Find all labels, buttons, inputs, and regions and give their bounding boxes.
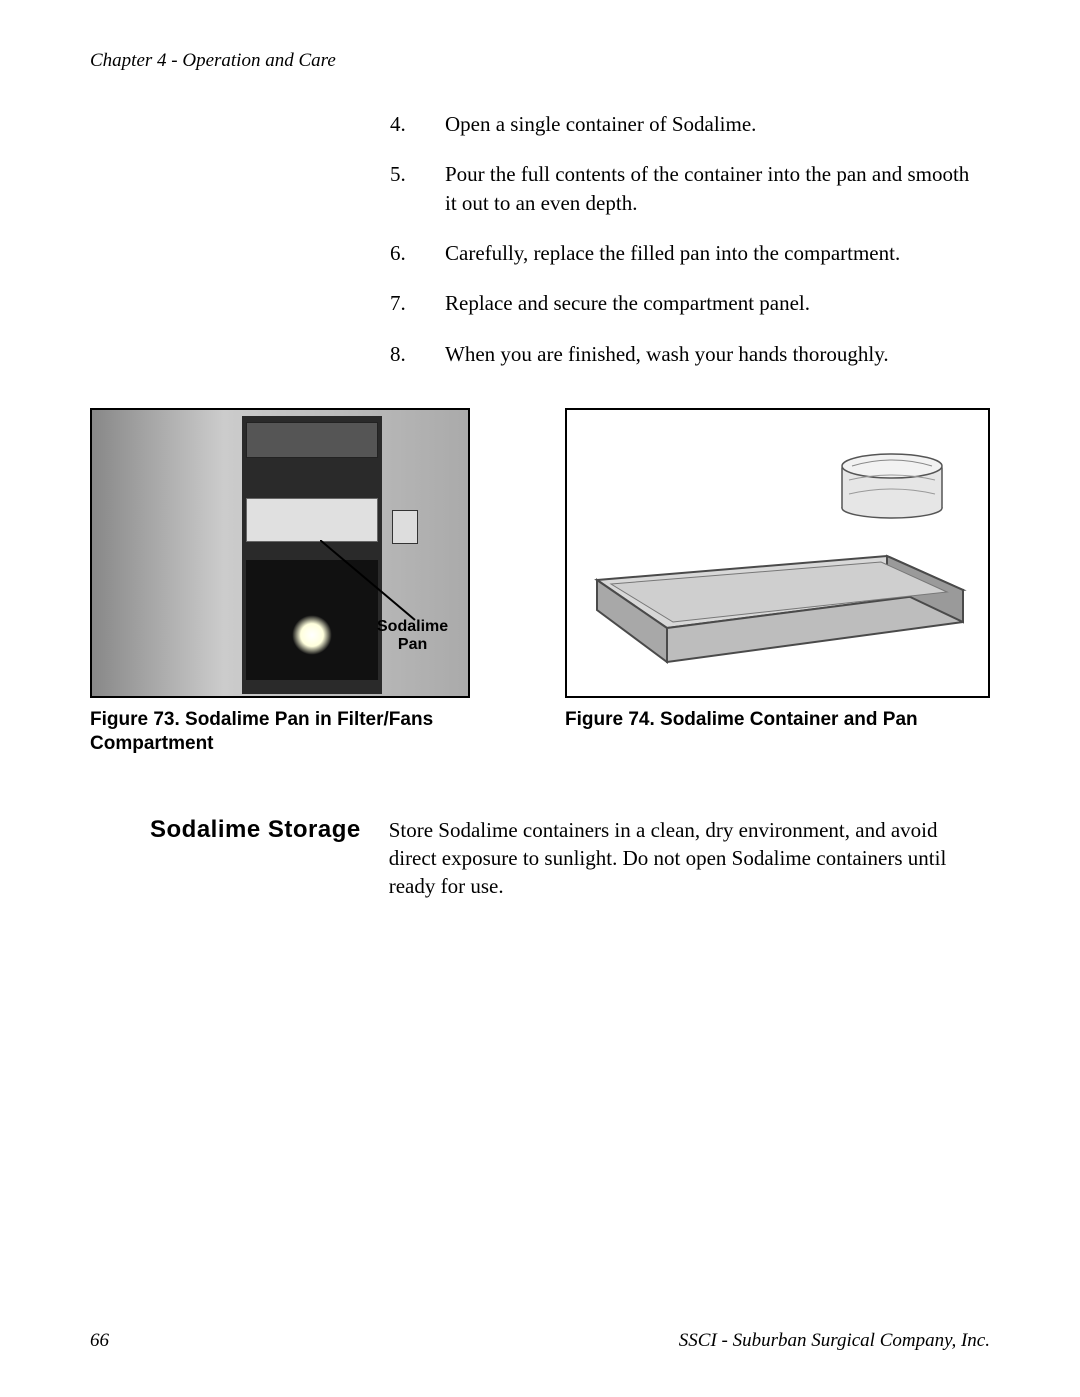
sodalime-pan-shape — [246, 498, 378, 542]
step-number: 7. — [390, 289, 445, 317]
step-number: 5. — [390, 160, 445, 217]
page-footer: 66 SSCI - Suburban Surgical Company, Inc… — [90, 1330, 990, 1352]
footer-org: SSCI - Suburban Surgical Company, Inc. — [679, 1330, 990, 1352]
step-text: Carefully, replace the filled pan into t… — [445, 239, 990, 267]
figure-74-caption: Figure 74. Sodalime Container and Pan — [565, 708, 990, 732]
step-text: Pour the full contents of the container … — [445, 160, 990, 217]
page-number: 66 — [90, 1330, 109, 1352]
steps-list: 4. Open a single container of Sodalime. … — [390, 110, 990, 368]
section-body: Store Sodalime containers in a clean, dr… — [389, 816, 990, 901]
figure-73-image: Sodalime Pan — [90, 408, 470, 698]
figure-73-caption: Figure 73. Sodalime Pan in Filter/Fans C… — [90, 708, 520, 756]
figure-74: Figure 74. Sodalime Container and Pan — [565, 408, 990, 732]
step-number: 8. — [390, 340, 445, 368]
step-number: 6. — [390, 239, 445, 267]
chapter-header: Chapter 4 - Operation and Care — [90, 50, 990, 72]
sodalime-storage-section: Sodalime Storage Store Sodalime containe… — [150, 816, 990, 901]
figure-73: Sodalime Pan Figure 73. Sodalime Pan in … — [90, 408, 520, 756]
annotation-line1: Sodalime — [377, 618, 448, 635]
step-text: Replace and secure the compartment panel… — [445, 289, 990, 317]
step-item: 7. Replace and secure the compartment pa… — [390, 289, 990, 317]
section-heading: Sodalime Storage — [150, 816, 361, 901]
step-item: 6. Carefully, replace the filled pan int… — [390, 239, 990, 267]
callout-line — [320, 540, 430, 630]
sodalime-pan-annotation: Sodalime Pan — [377, 618, 448, 653]
figures-row: Sodalime Pan Figure 73. Sodalime Pan in … — [90, 408, 990, 756]
annotation-line2: Pan — [398, 636, 427, 653]
sodalime-pan-icon — [587, 550, 967, 670]
step-number: 4. — [390, 110, 445, 138]
step-text: When you are finished, wash your hands t… — [445, 340, 990, 368]
wall-switch — [392, 510, 418, 544]
sodalime-container-icon — [837, 450, 947, 520]
step-item: 5. Pour the full contents of the contain… — [390, 160, 990, 217]
compartment-top-shelf — [246, 422, 378, 458]
figure-74-image — [565, 408, 990, 698]
step-item: 8. When you are finished, wash your hand… — [390, 340, 990, 368]
step-text: Open a single container of Sodalime. — [445, 110, 990, 138]
step-item: 4. Open a single container of Sodalime. — [390, 110, 990, 138]
